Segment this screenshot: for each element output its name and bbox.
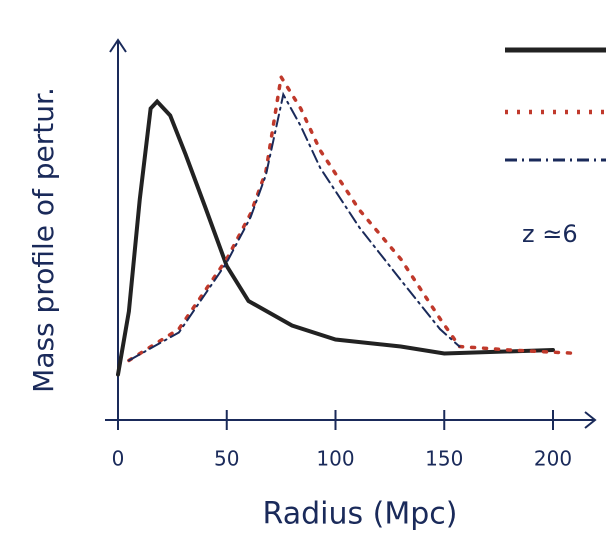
x-tick-label: 150 [425, 447, 463, 471]
x-arrow [584, 411, 597, 429]
line [127, 72, 581, 363]
x-tick-label: 200 [534, 447, 572, 471]
x-tick-label: 100 [316, 447, 354, 471]
line [127, 91, 461, 362]
line [116, 98, 555, 377]
x-axis-label: Radius (Mpc) [263, 497, 458, 532]
x-tick-label: 50 [214, 447, 239, 471]
annotation: z ≃6 [522, 220, 578, 248]
x-tick-label: 0 [112, 447, 125, 471]
y-axis-label: Mass profile of pertur. [27, 87, 60, 393]
y-arrow [109, 38, 127, 53]
